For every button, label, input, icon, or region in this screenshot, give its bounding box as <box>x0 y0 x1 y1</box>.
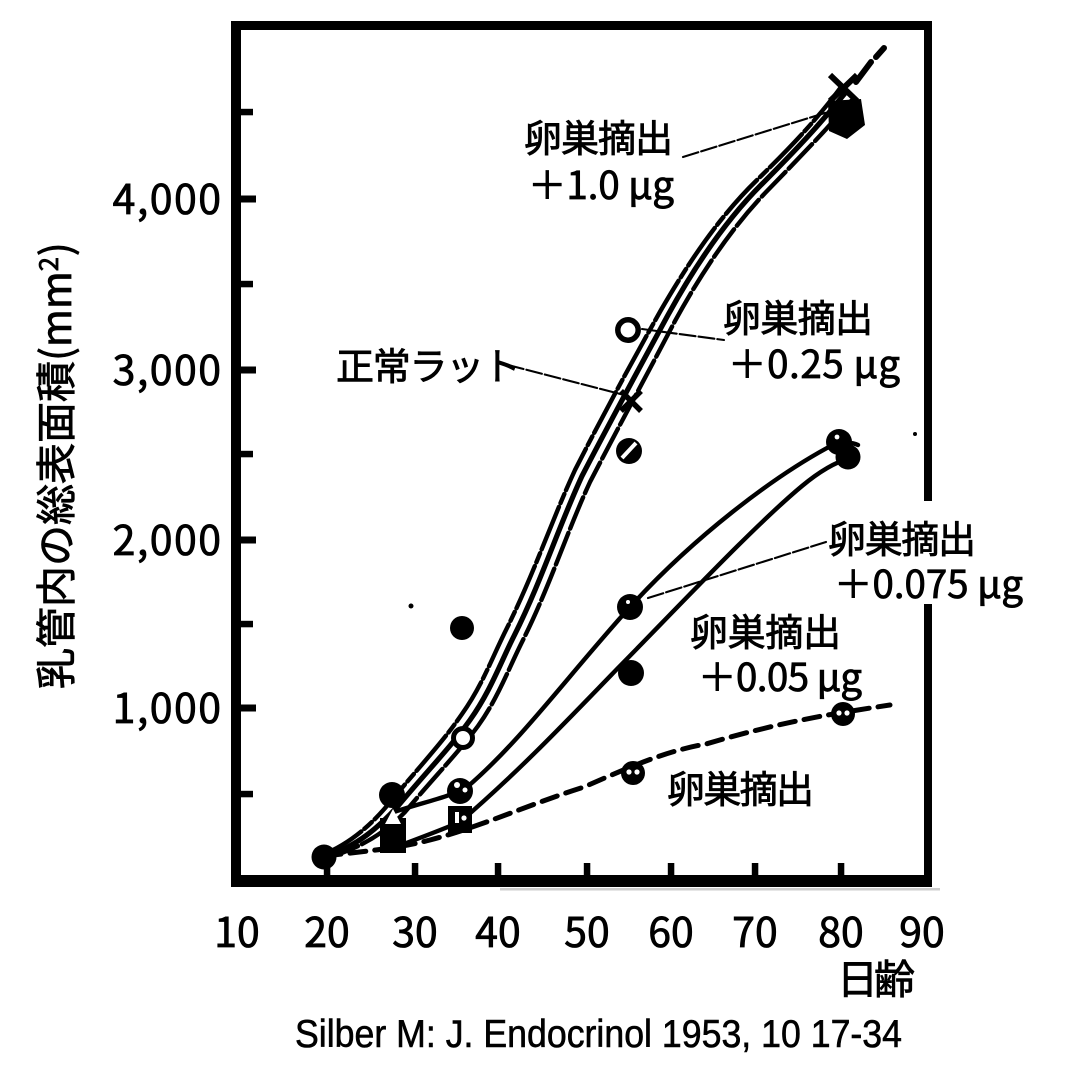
svg-text:Silber M: J. Endocrinol 1953,: Silber M: J. Endocrinol 1953, 10 17-34 <box>295 1013 902 1056</box>
